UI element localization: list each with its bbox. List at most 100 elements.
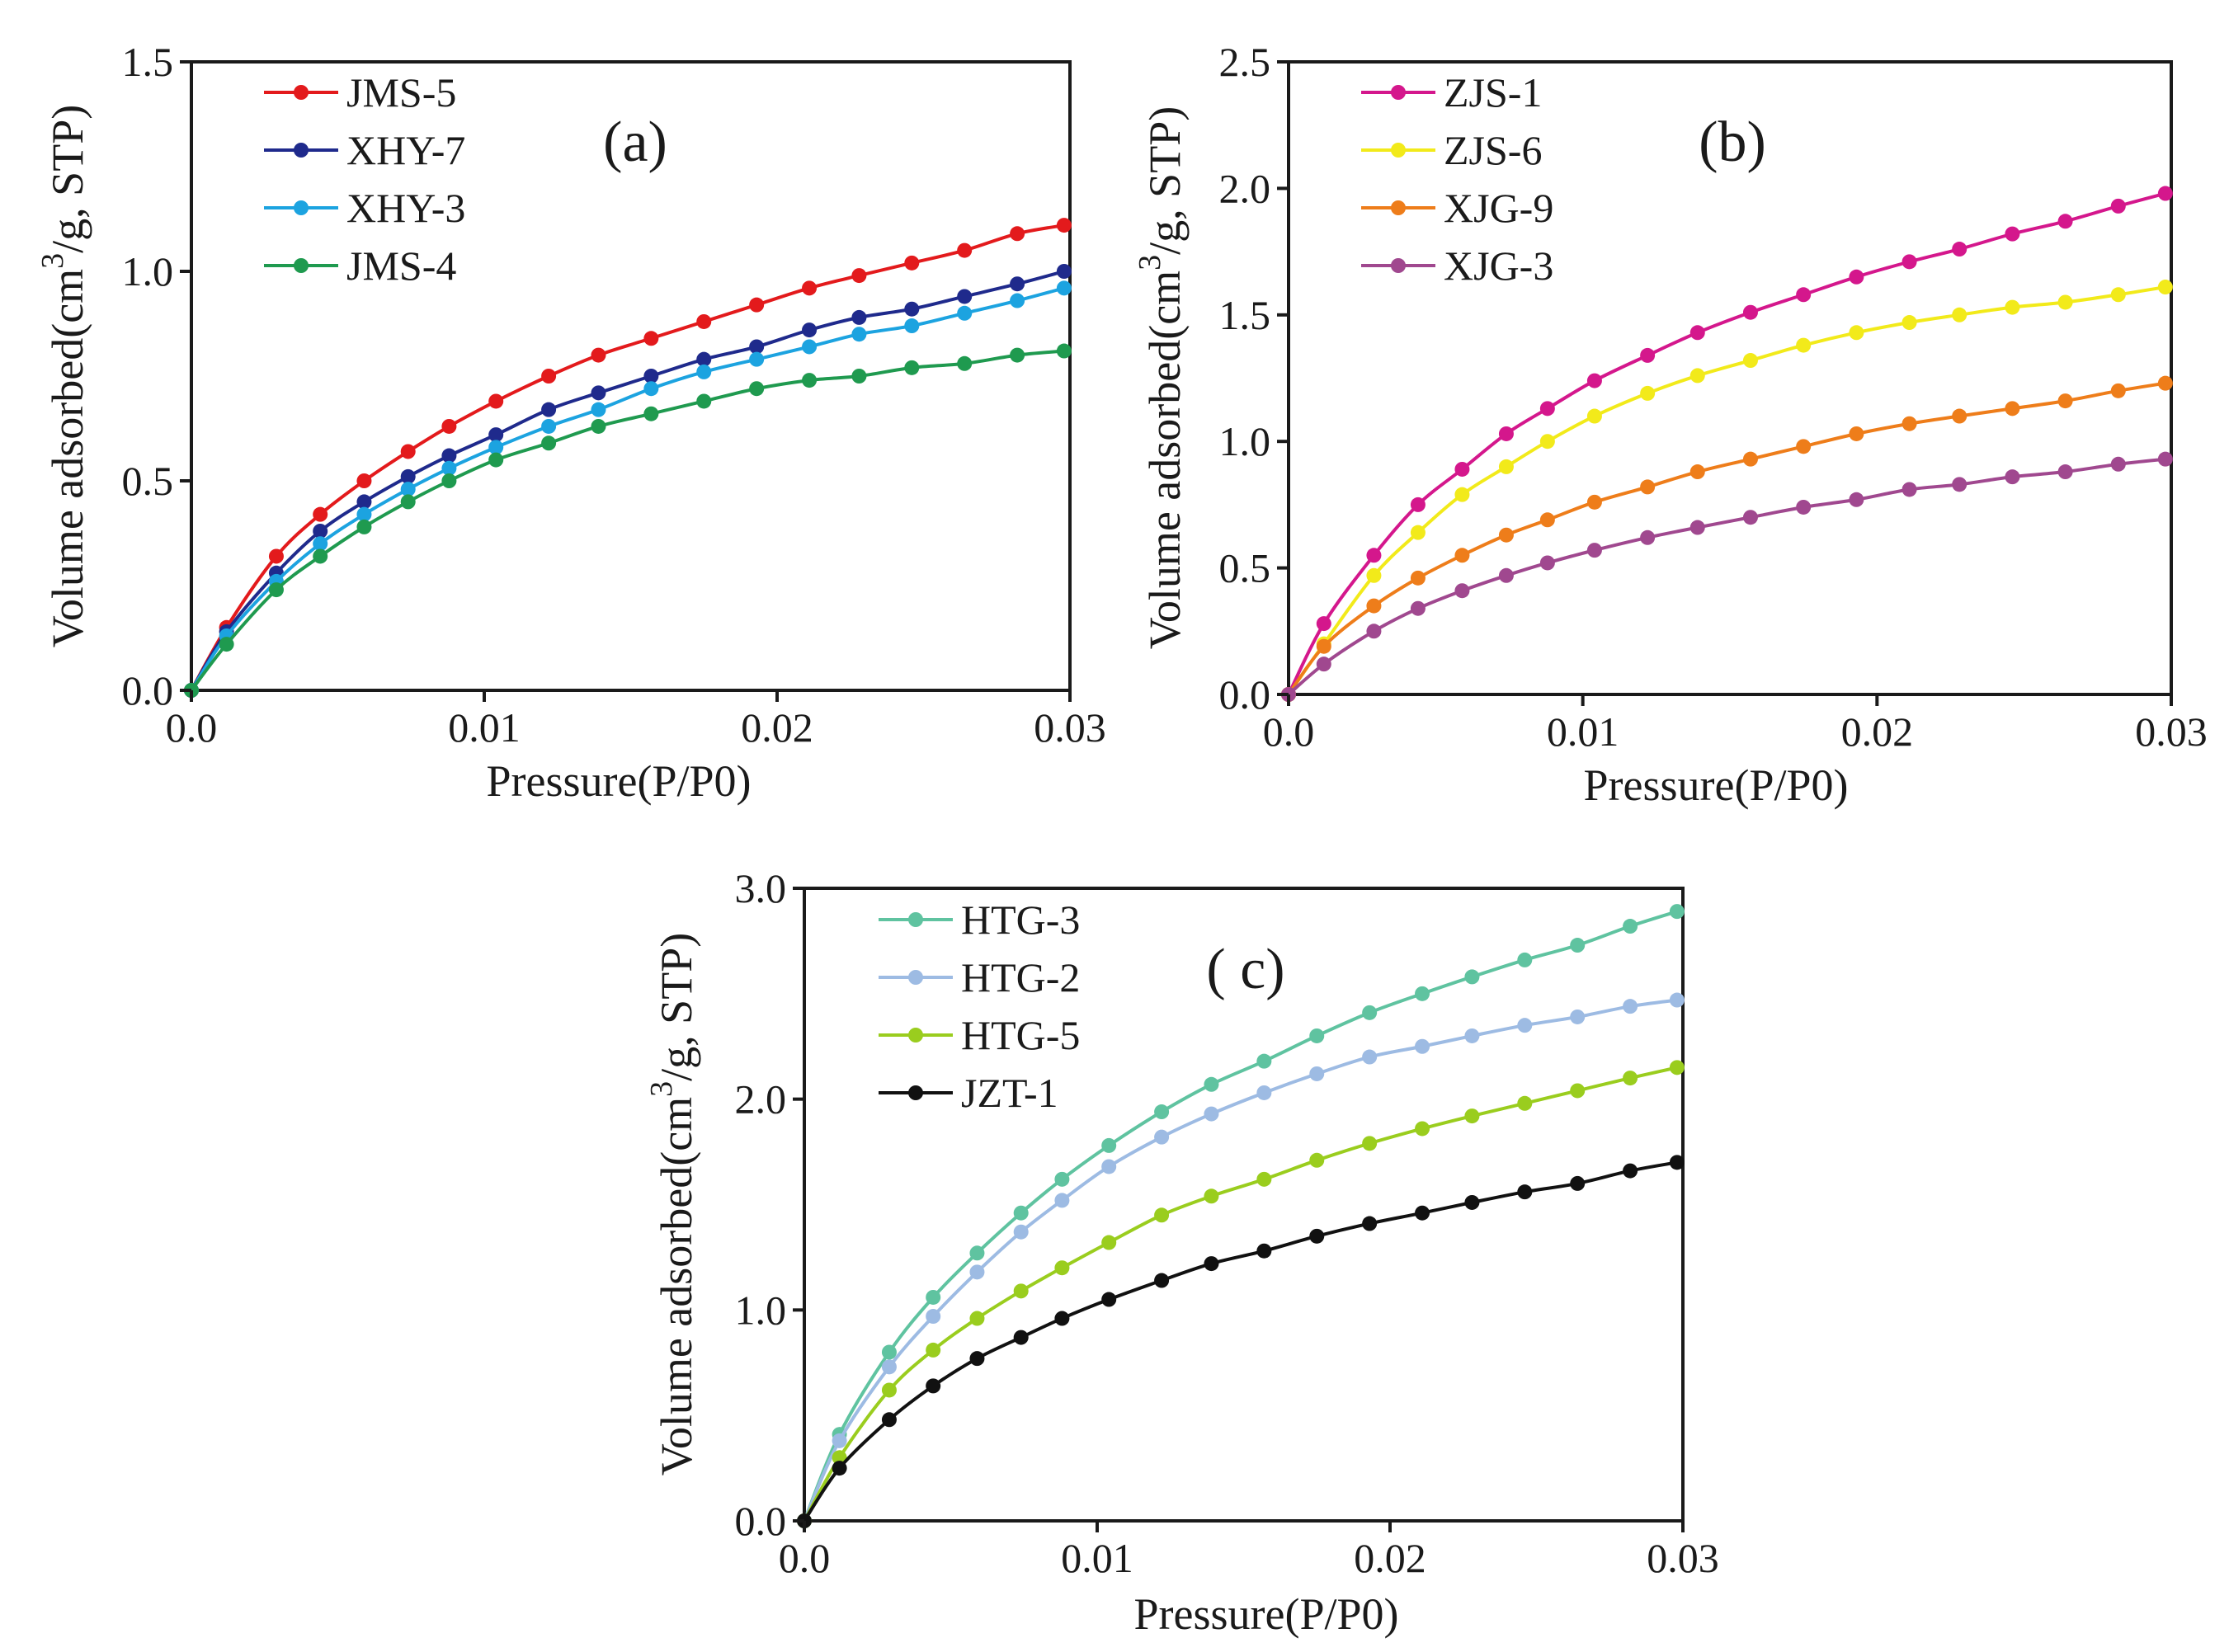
point-htg-3-16 — [1570, 938, 1586, 953]
point-jzt-1-8 — [1154, 1273, 1170, 1288]
y-axis-title-sup-c: 3 — [644, 1081, 679, 1097]
legend-marker-htg-5 — [908, 1028, 923, 1043]
point-jms-4-11 — [696, 393, 712, 409]
point-jms-5-5 — [400, 444, 416, 459]
point-htg-2-18 — [1669, 992, 1685, 1008]
y-tick-label-c-1: 1.0 — [735, 1287, 787, 1333]
legend-label-zjs-1: ZJS-1 — [1444, 69, 1542, 115]
point-zjs-6-15 — [2005, 299, 2020, 315]
point-htg-5-5 — [1013, 1283, 1029, 1299]
legend-marker-jms-5 — [294, 85, 309, 100]
point-xhy-7-5 — [400, 468, 416, 484]
point-htg-3-7 — [1101, 1137, 1117, 1153]
y-tick-label-c-0: 0.0 — [735, 1498, 787, 1544]
x-axis-title-c: Pressure(P/P0) — [1134, 1589, 1399, 1639]
point-xjg-3-10 — [1742, 510, 1758, 525]
point-zjs-1-7 — [1586, 373, 1602, 388]
point-jms-5-10 — [643, 331, 659, 346]
point-jms-4-18 — [1056, 343, 1072, 359]
point-xjg-9-7 — [1586, 494, 1602, 510]
point-zjs-1-13 — [1901, 254, 1917, 270]
point-xhy-3-18 — [1056, 280, 1072, 296]
point-xjg-3-15 — [2005, 469, 2020, 485]
point-htg-5-9 — [1204, 1188, 1219, 1204]
point-zjs-1-4 — [1454, 461, 1470, 477]
point-xjg-3-14 — [1952, 477, 1967, 492]
legend-a: JMS-5 XHY-7 XHY-3 JMS-4 — [264, 69, 465, 289]
point-xjg-9-3 — [1410, 570, 1426, 586]
x-tick-label-c-1: 0.01 — [1061, 1535, 1133, 1581]
point-htg-3-8 — [1154, 1104, 1170, 1120]
legend-label-xhy-7: XHY-7 — [346, 127, 465, 173]
point-jms-4-13 — [802, 373, 818, 388]
point-zjs-1-5 — [1498, 426, 1514, 441]
point-jms-5-18 — [1056, 218, 1072, 233]
y-axis-title-main-c: Volume adsorbed(cm — [652, 1097, 701, 1476]
point-htg-5-15 — [1517, 1095, 1533, 1111]
point-xjg-3-3 — [1410, 600, 1426, 616]
point-zjs-1-17 — [2110, 198, 2126, 214]
point-xjg-9-16 — [2057, 393, 2073, 409]
point-zjs-1-6 — [1539, 401, 1555, 417]
legend-label-htg-5: HTG-5 — [961, 1012, 1080, 1058]
point-htg-3-11 — [1309, 1028, 1325, 1043]
series-line-jms-5 — [190, 224, 1065, 691]
point-zjs-6-14 — [1952, 307, 1967, 322]
point-jms-5-2 — [268, 548, 284, 564]
point-htg-5-4 — [969, 1311, 985, 1326]
y-axis-title-sup-b: 3 — [1133, 255, 1167, 271]
point-htg-3-9 — [1204, 1076, 1219, 1092]
point-htg-2-12 — [1362, 1049, 1378, 1065]
point-zjs-1-2 — [1366, 548, 1382, 563]
point-xhy-7-14 — [851, 309, 867, 325]
point-xjg-3-2 — [1366, 624, 1382, 639]
legend-marker-xjg-9 — [1391, 200, 1406, 215]
panel-b: 0.0 0.01 0.02 0.030.00.51.01.52.02.5 ZJS-1Z… — [1133, 39, 2208, 810]
point-xjg-3-12 — [1849, 492, 1864, 507]
ticks-layer-b: 0.0 0.01 0.02 0.03 0.0 0.5 1.0 1.5 2.0 2.5 — [1219, 39, 2208, 755]
point-xjg-9-18 — [2157, 375, 2173, 391]
point-jms-4-10 — [643, 406, 659, 421]
legend-label-jms-4: JMS-4 — [346, 242, 456, 289]
y-tick-label-b-3: 1.5 — [1219, 292, 1271, 338]
legend-label-jzt-1: JZT-1 — [961, 1070, 1058, 1116]
point-zjs-6-18 — [2157, 280, 2173, 295]
y-tick-label-a-0: 0.0 — [122, 667, 174, 713]
y-tick-label-b-1: 0.5 — [1219, 545, 1271, 591]
series-line-htg-3 — [803, 910, 1678, 1522]
point-htg-2-7 — [1101, 1159, 1117, 1174]
point-xjg-9-12 — [1849, 426, 1864, 441]
point-jms-5-14 — [851, 268, 867, 284]
x-tick-label-c-2: 0.02 — [1354, 1535, 1426, 1581]
y-axis-title-tail-a: /g, STP) — [43, 105, 92, 253]
point-jms-4-8 — [541, 435, 557, 451]
point-zjs-6-5 — [1498, 459, 1514, 474]
point-xhy-7-9 — [591, 385, 606, 401]
point-xhy-3-14 — [851, 327, 867, 342]
point-htg-5-7 — [1101, 1235, 1117, 1250]
point-zjs-6-10 — [1742, 353, 1758, 369]
y-tick-label-b-2: 1.0 — [1219, 418, 1271, 464]
point-xhy-7-15 — [904, 301, 920, 317]
point-jzt-1-14 — [1464, 1194, 1480, 1210]
panel-a: 0.0 0.01 0.02 0.03 0.0 0.5 1.0 1.5 JMS-5 XHY-7 XH… — [35, 39, 1106, 806]
y-tick-label-a-1: 0.5 — [122, 458, 174, 504]
y-axis-title-c: Volume adsorbed(cm3/g, STP) — [644, 933, 701, 1476]
series-line-htg-2 — [803, 998, 1678, 1522]
y-tick-label-c-3: 3.0 — [735, 865, 787, 911]
legend-marker-jzt-1 — [908, 1085, 923, 1100]
point-xjg-3-11 — [1796, 499, 1812, 515]
series-line-jzt-1 — [803, 1160, 1678, 1523]
point-htg-5-14 — [1464, 1108, 1480, 1124]
point-jms-4-17 — [1010, 347, 1025, 363]
point-xjg-9-6 — [1539, 512, 1555, 528]
point-zjs-1-9 — [1689, 325, 1705, 341]
point-xhy-7-6 — [441, 448, 457, 464]
point-xhy-7-11 — [696, 351, 712, 367]
point-htg-3-3 — [926, 1289, 941, 1305]
panel-label-c: ( c) — [1206, 938, 1284, 1001]
x-tick-label-b-2: 0.02 — [1841, 708, 1914, 755]
point-zjs-1-12 — [1849, 269, 1864, 285]
point-xhy-7-13 — [802, 322, 818, 338]
